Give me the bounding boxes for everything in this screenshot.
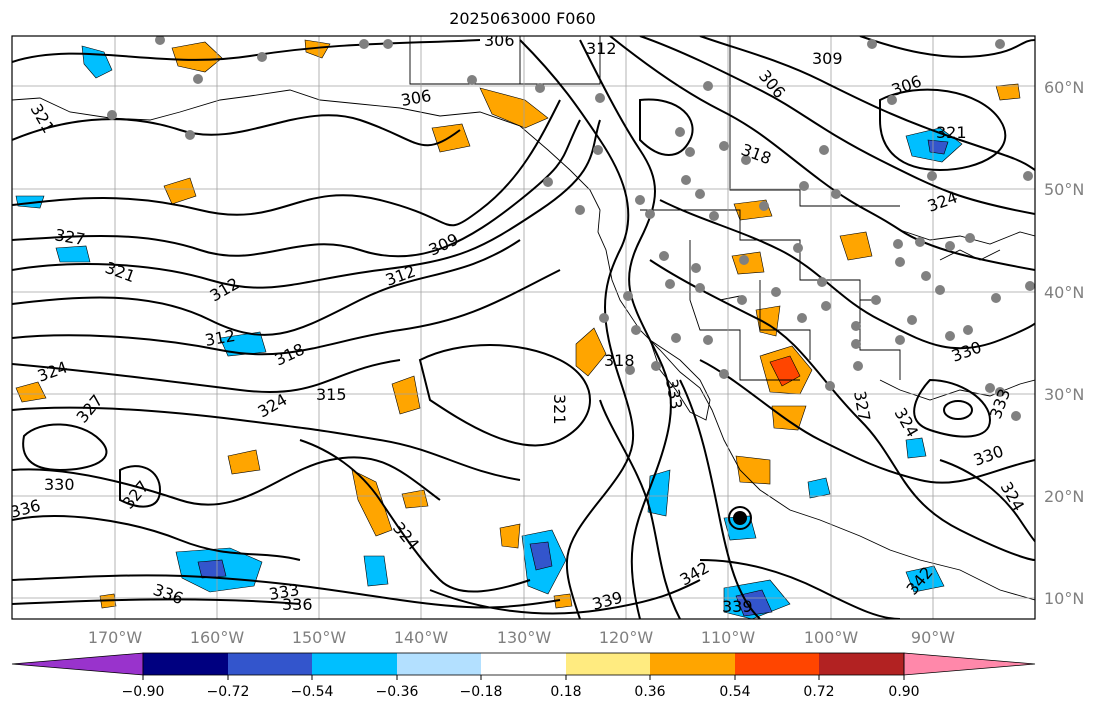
colorbar-swatch <box>312 653 397 675</box>
colorbar-swatch <box>143 653 228 675</box>
lon-label: 120°W <box>599 628 654 647</box>
latitude-labels: 60°N 50°N 40°N 30°N 20°N 10°N <box>1044 78 1084 608</box>
contour-label: 321 <box>936 123 967 142</box>
colorbar-swatch <box>228 653 312 675</box>
lon-label: 100°W <box>804 628 859 647</box>
colorbar-extend-min <box>11 652 144 676</box>
colorbar-swatch <box>481 653 566 675</box>
colorbar-swatch <box>397 653 481 675</box>
longitude-labels: 170°W 160°W 150°W 140°W 130°W 120°W 110°… <box>88 628 955 647</box>
colorbar-tick-label: 0.90 <box>888 684 919 700</box>
colorbar-tick-label: 0.36 <box>634 684 665 700</box>
lat-label: 20°N <box>1044 487 1084 506</box>
low-center-marker <box>728 506 752 530</box>
coastlines <box>12 36 1035 601</box>
colorbar-tick-label: 0.72 <box>803 684 834 700</box>
lon-label: 140°W <box>394 628 449 647</box>
lon-label: 160°W <box>190 628 245 647</box>
map-panel: 306 312 309 306 306 306 321 321 318 324 … <box>12 31 1035 619</box>
contour-lines <box>12 36 1035 619</box>
lon-label: 130°W <box>497 628 552 647</box>
shaded-fields <box>15 39 1021 619</box>
contour-label: 315 <box>316 385 347 404</box>
lat-label: 40°N <box>1044 283 1084 302</box>
lat-label: 30°N <box>1044 385 1084 404</box>
colorbar-tick-label: −0.72 <box>207 684 250 700</box>
colorbar-ticks <box>142 675 905 680</box>
colorbar-extend-max <box>903 652 1036 676</box>
colorbar-tick-label: −0.90 <box>122 684 165 700</box>
colorbar-tick-label: −0.18 <box>460 684 503 700</box>
station-dots <box>107 36 1035 421</box>
colorbar-swatch <box>566 653 650 675</box>
contour-label: 306 <box>484 31 515 50</box>
contour-label: 330 <box>44 475 75 494</box>
contour-label: 336 <box>282 595 313 614</box>
colorbar-tick-label: 0.18 <box>550 684 581 700</box>
gridlines <box>12 36 1035 619</box>
lon-label: 150°W <box>292 628 347 647</box>
lat-label: 50°N <box>1044 180 1084 199</box>
colorbar-tick-label: −0.54 <box>291 684 334 700</box>
colorbar: −0.90 −0.72 −0.54 −0.36 −0.18 0.18 0.36 … <box>11 652 1036 700</box>
colorbar-swatch <box>735 653 819 675</box>
contour-label: 321 <box>550 394 569 425</box>
lon-label: 90°W <box>911 628 955 647</box>
contour-label: 318 <box>604 351 635 370</box>
high-center-marker <box>943 400 973 420</box>
map-title: 2025063000 F060 <box>449 9 596 28</box>
colorbar-swatch <box>819 653 904 675</box>
lat-label: 10°N <box>1044 589 1084 608</box>
lon-label: 110°W <box>701 628 756 647</box>
contour-label: 309 <box>812 49 843 68</box>
contour-label: 339 <box>722 597 753 616</box>
lat-label: 60°N <box>1044 78 1084 97</box>
colorbar-tick-labels: −0.90 −0.72 −0.54 −0.36 −0.18 0.18 0.36 … <box>122 684 920 700</box>
colorbar-swatch <box>650 653 735 675</box>
lon-label: 170°W <box>88 628 143 647</box>
contour-label: 312 <box>586 39 617 58</box>
colorbar-tick-label: −0.36 <box>376 684 419 700</box>
colorbar-tick-label: 0.54 <box>719 684 750 700</box>
map-frame <box>11 35 1036 620</box>
